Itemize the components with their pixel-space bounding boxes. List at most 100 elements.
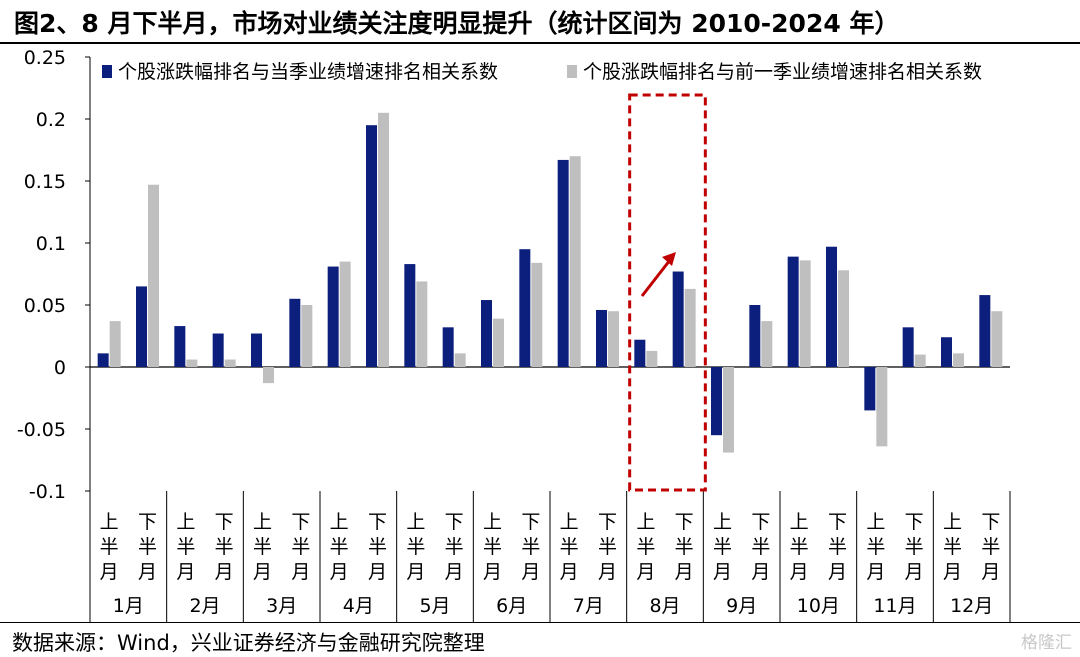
bar-current-1 (136, 286, 147, 367)
bar-previous-13 (608, 311, 619, 367)
title-rule (0, 42, 1080, 44)
bar-current-7 (366, 125, 377, 367)
bar-previous-9 (454, 353, 466, 367)
bar-previous-20 (876, 367, 888, 447)
x-half-label: 上半月 (713, 511, 732, 583)
legend: 个股涨跌幅排名与当季业绩增速排名相关系数 个股涨跌幅排名与前一季业绩增速排名相关系… (102, 61, 982, 83)
bar-previous-5 (301, 305, 313, 367)
x-half-label: 下半月 (981, 511, 1000, 583)
bar-previous-16 (723, 367, 734, 453)
bar-previous-1 (148, 184, 159, 367)
y-tick-label: 0.05 (24, 295, 66, 317)
trend-arrow-head (662, 252, 676, 266)
x-month-label: 7月 (573, 595, 604, 617)
bar-current-4 (251, 333, 262, 367)
bar-current-22 (941, 337, 952, 367)
bar-previous-18 (799, 260, 811, 367)
bar-chart: 0.250.20.150.10.050-0.05-0.1 上半月下半月1月上半月… (17, 47, 1011, 622)
x-month-label: 9月 (726, 595, 757, 617)
bar-current-16 (711, 367, 722, 436)
bars (90, 112, 1010, 453)
y-axis: 0.25 0.2 0.15 0.1 0.05 0 -0.05 -0.1 (17, 47, 91, 503)
x-half-label: 上半月 (100, 511, 119, 583)
bar-previous-8 (416, 281, 428, 367)
x-month-label: 8月 (649, 595, 680, 617)
bar-previous-21 (914, 354, 926, 367)
bar-current-5 (289, 298, 301, 367)
figure-title: 图2、8 月下半月，市场对业绩关注度明显提升（统计区间为 2010-2024 年… (14, 9, 900, 38)
bar-current-21 (902, 327, 914, 367)
bar-previous-22 (953, 353, 964, 367)
bar-previous-0 (109, 321, 121, 367)
x-half-label: 下半月 (445, 511, 464, 583)
x-half-label: 上半月 (253, 511, 272, 583)
bar-current-2 (174, 326, 186, 367)
bar-current-14 (634, 339, 646, 367)
bar-current-20 (864, 367, 876, 411)
source-note: 数据来源：Wind，兴业证券经济与金融研究院整理 (12, 631, 485, 655)
bar-previous-4 (263, 367, 274, 384)
x-half-label: 下半月 (521, 511, 540, 583)
x-axis: 上半月下半月1月上半月下半月2月上半月下半月3月上半月下半月4月上半月下半月5月… (89, 491, 1011, 622)
y-tick-label: -0.1 (29, 481, 66, 503)
x-month-label: 12月 (950, 595, 993, 617)
bar-previous-6 (339, 261, 351, 367)
watermark: 格隆汇 (1021, 633, 1072, 653)
y-tick-label: -0.05 (17, 419, 66, 441)
x-half-label: 下半月 (598, 511, 617, 583)
x-half-label: 上半月 (406, 511, 425, 583)
x-month-label: 2月 (189, 595, 220, 617)
bar-current-18 (787, 256, 799, 367)
y-tick-label: 0.1 (36, 233, 66, 255)
x-month-label: 10月 (797, 595, 840, 617)
bar-previous-11 (531, 262, 543, 367)
bar-previous-12 (569, 156, 581, 367)
bar-current-9 (442, 327, 454, 367)
bar-current-23 (979, 295, 991, 367)
x-month-label: 3月 (266, 595, 297, 617)
bar-current-11 (519, 249, 531, 367)
x-half-label: 下半月 (675, 511, 694, 583)
x-half-label: 下半月 (368, 511, 387, 583)
x-month-label: 4月 (343, 595, 374, 617)
trend-arrow-shaft (640, 259, 672, 297)
bar-previous-17 (761, 321, 773, 367)
x-month-label: 11月 (873, 595, 916, 617)
highlight-box (628, 93, 707, 492)
y-tick-label: 0.2 (36, 109, 66, 131)
bar-current-15 (672, 271, 684, 367)
bar-current-10 (481, 300, 492, 367)
x-half-label: 上半月 (176, 511, 195, 583)
bar-current-8 (404, 264, 416, 367)
x-month-label: 6月 (496, 595, 527, 617)
x-half-label: 上半月 (790, 511, 809, 583)
x-half-label: 下半月 (905, 511, 924, 583)
bar-current-13 (596, 309, 607, 367)
bar-current-3 (212, 333, 224, 367)
highlight-annotation (628, 93, 707, 492)
y-tick-label: 0 (54, 357, 66, 379)
legend-swatch-0 (102, 65, 112, 78)
legend-label-0: 个股涨跌幅排名与当季业绩增速排名相关系数 (118, 61, 498, 83)
y-tick-label: 0.25 (24, 47, 66, 69)
bar-previous-15 (684, 288, 696, 367)
bar-previous-2 (186, 359, 198, 367)
bar-previous-23 (991, 311, 1003, 367)
bar-previous-3 (224, 359, 236, 367)
x-half-label: 上半月 (483, 511, 502, 583)
bar-current-6 (327, 266, 339, 367)
x-half-label: 下半月 (215, 511, 234, 583)
x-half-label: 上半月 (636, 511, 655, 583)
x-half-label: 下半月 (138, 511, 157, 583)
x-month-label: 1月 (113, 595, 144, 617)
bar-previous-10 (493, 318, 504, 367)
bar-current-12 (557, 159, 569, 367)
legend-label-1: 个股涨跌幅排名与前一季业绩增速排名相关系数 (583, 61, 982, 83)
bar-previous-7 (378, 112, 389, 367)
bar-current-17 (749, 305, 761, 367)
legend-swatch-1 (567, 65, 577, 78)
y-tick-label: 0.15 (24, 171, 66, 193)
x-half-label: 上半月 (330, 511, 349, 583)
x-half-label: 下半月 (751, 511, 770, 583)
bar-current-0 (97, 353, 109, 367)
